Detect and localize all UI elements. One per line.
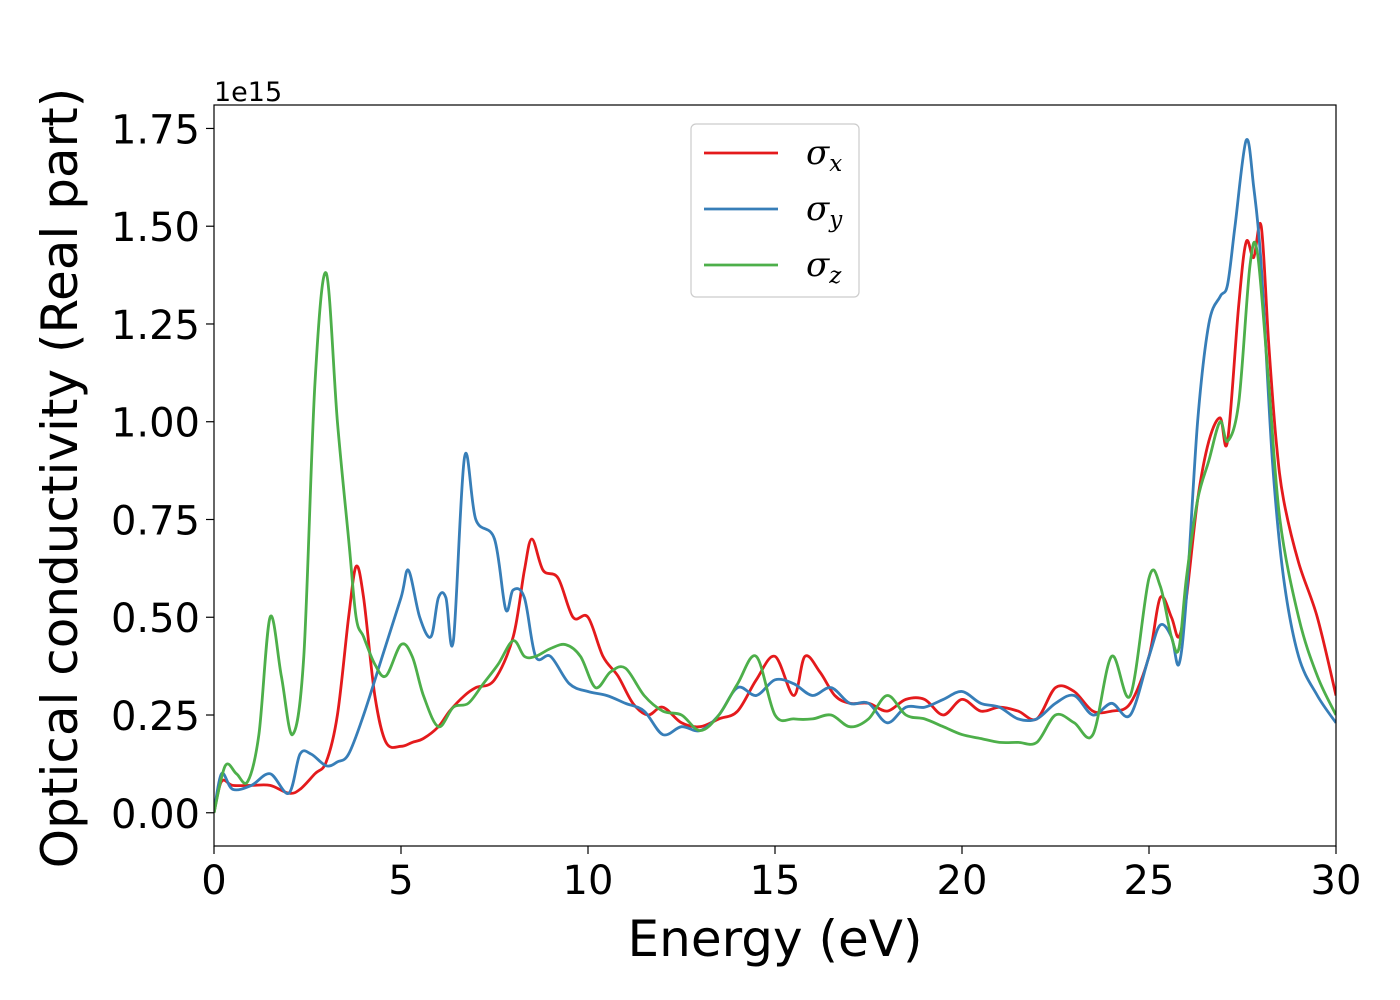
y-offset-text: 1e15 [214, 77, 282, 108]
x-tick-label: 15 [750, 858, 801, 904]
plot-area [214, 138, 1336, 814]
legend-box [690, 123, 860, 298]
x-tick-label: 5 [388, 858, 413, 904]
y-tick-label: 1.25 [111, 303, 200, 349]
x-tick-label: 25 [1124, 858, 1175, 904]
y-axis-label: Optical conductivity (Real part) [31, 88, 89, 869]
y-tick-label: 0.50 [111, 596, 200, 642]
legend-label-x: σx [806, 133, 842, 177]
series-line-z [214, 240, 1336, 814]
x-tick-label: 20 [937, 858, 988, 904]
series-line-x [214, 221, 1336, 814]
y-tick-label: 0.25 [111, 694, 200, 740]
x-tick-label: 30 [1311, 858, 1362, 904]
y-tick-label: 1.00 [111, 401, 200, 447]
x-axis-label: Energy (eV) [628, 910, 923, 968]
y-tick-label: 0.00 [111, 792, 200, 838]
y-tick-label: 1.75 [111, 107, 200, 153]
legend-label-y: σy [806, 189, 843, 233]
y-tick-label: 1.50 [111, 205, 200, 251]
x-tick-label: 10 [563, 858, 614, 904]
x-tick-label: 0 [201, 858, 226, 904]
y-tick-label: 0.75 [111, 498, 200, 544]
axes: 0 5 10 15 20 25 30 0.00 0.25 0.50 0.75 1.00 1.25 1.50… [111, 104, 1362, 904]
